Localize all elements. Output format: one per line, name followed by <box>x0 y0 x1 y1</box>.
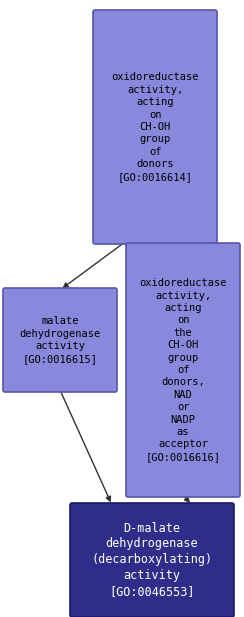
FancyBboxPatch shape <box>70 503 234 617</box>
FancyBboxPatch shape <box>126 243 240 497</box>
Text: malate
dehydrogenase
activity
[GO:0016615]: malate dehydrogenase activity [GO:001661… <box>19 317 101 363</box>
Text: D-malate
dehydrogenase
(decarboxylating)
activity
[GO:0046553]: D-malate dehydrogenase (decarboxylating)… <box>92 521 213 598</box>
Text: oxidoreductase
activity,
acting
on
the
CH-OH
group
of
donors,
NAD
or
NADP
as
acc: oxidoreductase activity, acting on the C… <box>139 278 227 462</box>
FancyBboxPatch shape <box>93 10 217 244</box>
FancyBboxPatch shape <box>3 288 117 392</box>
Text: oxidoreductase
activity,
acting
on
CH-OH
group
of
donors
[GO:0016614]: oxidoreductase activity, acting on CH-OH… <box>111 72 199 181</box>
